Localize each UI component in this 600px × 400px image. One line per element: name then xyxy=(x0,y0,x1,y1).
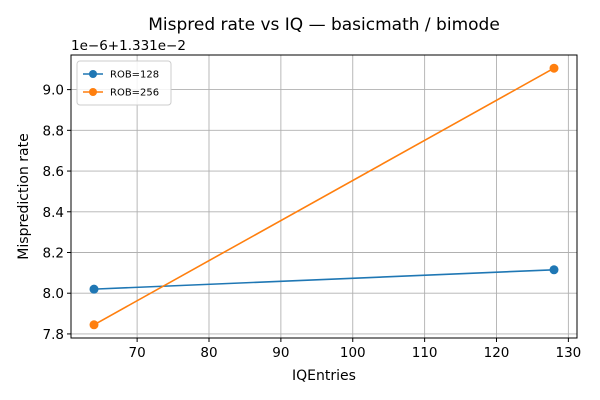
y-tick-label: 8.2 xyxy=(43,245,64,261)
y-tick-label: 9.0 xyxy=(43,83,64,99)
legend-marker-1 xyxy=(89,70,97,78)
x-tick-label: 130 xyxy=(555,345,581,361)
legend-box xyxy=(76,60,172,106)
grid-layer xyxy=(71,55,577,338)
tick-layer: 70 80 90 100 110 120 130 7.8 8.0 8.2 8.4 8.6 8.8 9.0 xyxy=(43,83,582,361)
y-tick-label: 8.0 xyxy=(43,286,64,302)
y-tick-label: 8.6 xyxy=(43,164,64,180)
series-line-1 xyxy=(93,268,555,290)
legend-marker-2 xyxy=(89,88,97,96)
series-2-point xyxy=(89,320,99,330)
y-tick-label: 7.8 xyxy=(43,327,64,343)
chart-title: Mispred rate vs IQ — basicmath / bimode xyxy=(148,15,500,35)
legend: ROB=128 ROB=256 xyxy=(76,60,172,106)
series-line-2 xyxy=(93,67,555,326)
legend-label-2: ROB=256 xyxy=(110,88,159,99)
x-tick-label: 110 xyxy=(412,345,438,361)
plot-frame xyxy=(70,54,578,339)
y-axis-label: Misprediction rate xyxy=(16,133,32,259)
x-tick-label: 100 xyxy=(340,345,366,361)
x-tick-label: 120 xyxy=(484,345,510,361)
series-layer xyxy=(89,63,559,330)
series-1-point xyxy=(89,284,99,294)
legend-label-1: ROB=128 xyxy=(110,70,159,81)
x-tick-label: 70 xyxy=(129,345,146,361)
series-1-point xyxy=(549,265,559,275)
x-axis-label: IQEntries xyxy=(292,368,356,384)
x-tick-label: 80 xyxy=(200,345,217,361)
x-tick-label: 90 xyxy=(272,345,289,361)
y-offset-label: 1e−6+1.331e−2 xyxy=(71,38,186,54)
y-tick-label: 8.4 xyxy=(43,205,64,221)
y-tick-label: 8.8 xyxy=(43,123,64,139)
series-2-point xyxy=(549,63,559,73)
